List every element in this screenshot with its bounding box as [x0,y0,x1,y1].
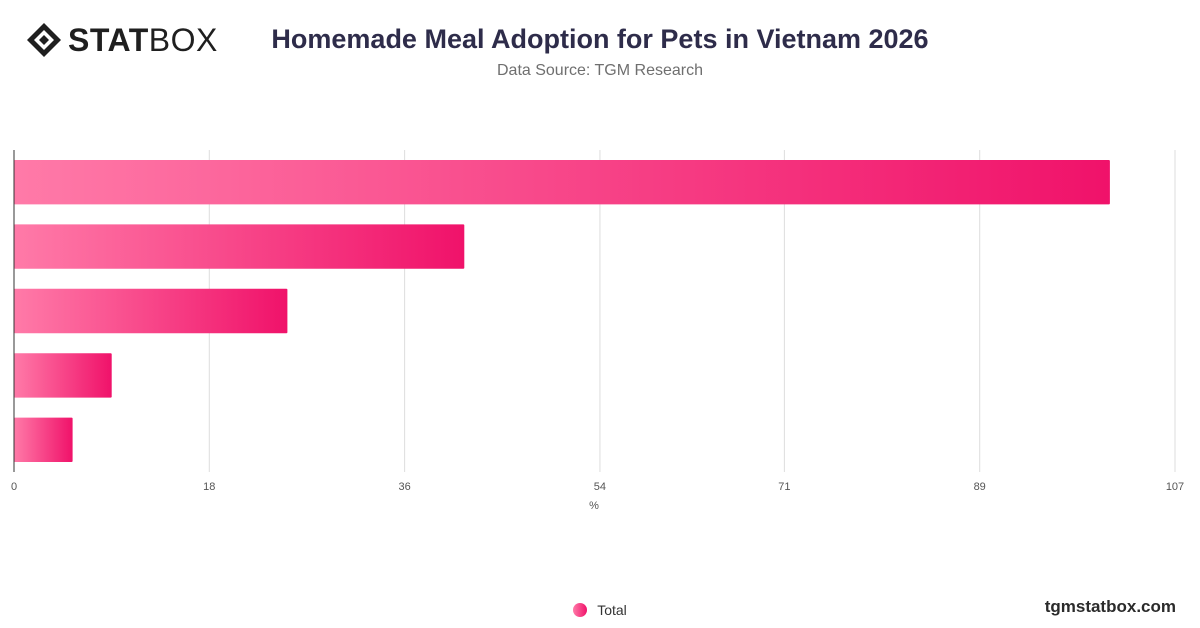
chart-subtitle: Data Source: TGM Research [496,62,703,79]
circle-swatch-icon [573,603,588,617]
chart-title: Homemade Meal Adoption for Pets in Vietn… [271,24,929,54]
bar[interactable] [14,224,465,269]
legend[interactable]: Total [0,602,1200,618]
x-tick-label: 71 [778,481,790,493]
logo-wordmark: STATBOX [68,22,218,58]
legend-label-total: Total [597,602,627,618]
bar[interactable] [14,160,1110,205]
x-tick-label: 18 [203,481,215,493]
x-tick-label: 0 [11,481,17,493]
x-tick-label: 107 [1166,481,1184,493]
x-tick-label: 54 [594,481,606,493]
x-tick-label: 89 [974,481,986,493]
bar[interactable] [14,288,288,334]
bars [14,160,1110,462]
diamond-logo-icon [27,23,61,57]
bar[interactable] [14,417,73,462]
x-tick-label: 36 [398,481,410,493]
x-axis-ticks: 0 18 36 54 71 89 107 [11,481,1184,493]
bar[interactable] [14,353,112,398]
brand-logo: STATBOX [26,22,218,58]
x-axis-label: % [589,500,599,512]
site-url: tgmstatbox.com [1044,597,1176,616]
